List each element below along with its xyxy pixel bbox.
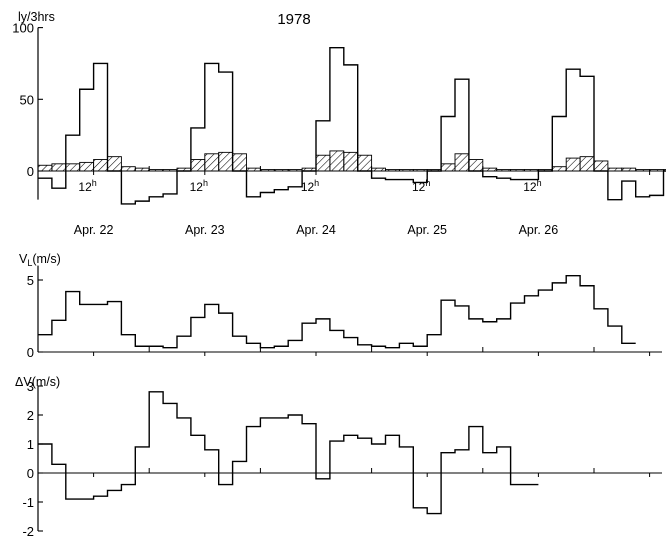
radiation-hatched-bar-39 <box>579 156 595 172</box>
radiation-hatched-bar-16 <box>259 169 275 172</box>
radiation-hatched-bar-37 <box>551 166 567 172</box>
radiation-hatched-bar-18 <box>287 169 303 172</box>
radiation-hatched-bar-8 <box>148 169 164 172</box>
vl-ylabel-main: V <box>19 252 28 266</box>
radiation-hatched-bar-35 <box>524 169 539 172</box>
dV-ytick-label-5: 3 <box>27 379 34 394</box>
radiation-hatched-bar-22 <box>343 151 359 172</box>
day-label-3: Apr. 25 <box>407 223 447 237</box>
radiation-hatched-bar-1 <box>51 163 67 172</box>
radiation-ylabel: ly/3hrs <box>18 10 55 24</box>
figure-title: 1978 <box>277 11 310 28</box>
radiation-hatched-bar-14 <box>232 153 247 172</box>
radiation-hatched-bar-2 <box>65 163 81 172</box>
radiation-hatched-bar-6 <box>120 166 136 172</box>
dV-ytick-label-1: -1 <box>22 495 34 510</box>
radiation-hatched-bar-31 <box>468 159 484 172</box>
dV-ytick-label-3: 1 <box>27 437 34 452</box>
day-label-2: Apr. 24 <box>296 223 336 237</box>
radiation-ytick-label-1: 50 <box>20 92 34 107</box>
radiation-hatched-bar-19 <box>301 167 317 172</box>
radiation-series-line <box>38 46 666 205</box>
vl-panel: VL(m/s) 0 5 <box>19 252 662 360</box>
radiation-hatched-bar-45 <box>663 169 666 172</box>
radiation-hatched-bar-38 <box>565 157 581 172</box>
radiation-hatched-bar-30 <box>454 153 470 172</box>
radiation-hatched-bar-28 <box>426 169 442 172</box>
radiation-hatched-bar-13 <box>218 151 234 172</box>
radiation-ytick-label-2: 100 <box>12 21 34 36</box>
radiation-hatched-bar-26 <box>398 169 414 172</box>
radiation-hatched-bar-5 <box>107 156 122 172</box>
radiation-hatched-bar-44 <box>649 169 664 172</box>
radiation-hatched-bar-40 <box>593 160 609 172</box>
radiation-ytick-label-0: 0 <box>27 164 34 179</box>
vl-ylabel-unit: (m/s) <box>32 252 60 266</box>
radiation-hatched-bar-33 <box>496 169 512 172</box>
radiation-hatched-bar-43 <box>635 169 651 172</box>
radiation-hatched-bar-9 <box>162 169 178 172</box>
radiation-hatched-bar-10 <box>176 167 192 172</box>
radiation-panel: ly/3hrs 0 50 100 Apr. 22 12h Apr. 23 12h Apr. 2… <box>12 10 666 237</box>
dV-ytick-label-2: 0 <box>27 466 34 481</box>
dV-ytick-label-4: 2 <box>27 408 34 423</box>
VL-series-line <box>38 274 636 349</box>
dv-ylabel-main: ΔV <box>15 375 32 389</box>
VL-ytick-label-1: 5 <box>27 273 34 288</box>
radiation-hatched-bar-42 <box>621 167 637 172</box>
day-label-1: Apr. 23 <box>185 223 225 237</box>
VL-ytick-label-0: 0 <box>27 345 34 360</box>
radiation-hatched-bar-20 <box>315 154 331 172</box>
radiation-hatched-bar-21 <box>329 150 345 172</box>
vl-ylabel-sub: L <box>27 258 32 268</box>
day-label-4: Apr. 26 <box>519 223 559 237</box>
radiation-hatched-bar-29 <box>440 163 456 172</box>
day-label-0: Apr. 22 <box>74 223 114 237</box>
radiation-hatched-bar-32 <box>482 167 498 172</box>
dV-ytick-label-0: -2 <box>22 524 34 538</box>
hour-label-4: 12h <box>523 178 541 194</box>
radiation-hatched-bar-11 <box>190 159 206 172</box>
radiation-hatched-bar-3 <box>79 161 95 172</box>
radiation-hatched-bar-12 <box>204 153 220 172</box>
radiation-hatched-bar-36 <box>537 169 553 172</box>
hour-label-3: 12h <box>412 178 430 194</box>
hour-label-0: 12h <box>78 178 96 194</box>
radiation-hatched-bar-17 <box>273 169 289 172</box>
dV-series-line <box>38 391 539 515</box>
hour-label-2: 12h <box>301 178 319 194</box>
hour-label-1: 12h <box>190 178 208 194</box>
radiation-hatched-bar-34 <box>510 169 525 172</box>
radiation-hatched-bar-4 <box>93 159 108 172</box>
radiation-hatched-bar-23 <box>357 154 373 172</box>
radiation-hatched-bar-27 <box>412 169 428 172</box>
radiation-hatched-bar-7 <box>134 167 150 172</box>
radiation-hatched-bar-24 <box>371 167 386 172</box>
vl-ylabel: VL(m/s) <box>19 252 61 268</box>
radiation-hatched-bar-15 <box>246 167 261 172</box>
radiation-hatched-bar-0 <box>37 164 53 172</box>
dv-panel: ΔV(m/s) -2 -1 0 1 2 3 <box>15 375 662 538</box>
radiation-hatched-bar-25 <box>385 169 400 172</box>
radiation-hatched-bar-41 <box>607 167 623 172</box>
dv-ylabel-unit: (m/s) <box>32 375 60 389</box>
